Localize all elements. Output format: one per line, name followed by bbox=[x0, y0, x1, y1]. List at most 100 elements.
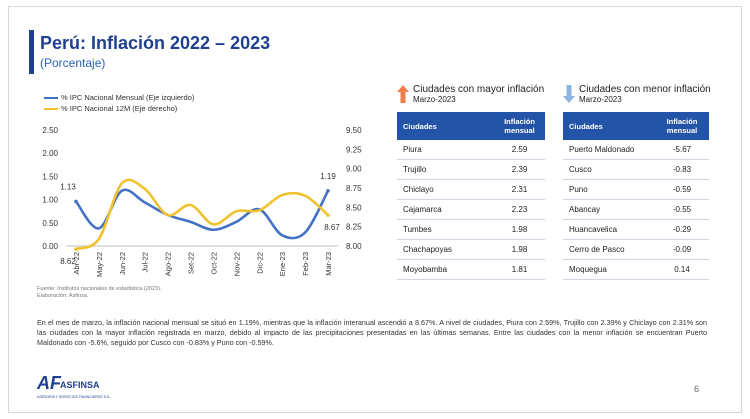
x-tick-label: Set-22 bbox=[187, 252, 196, 274]
table-row: Cusco -0.83 bbox=[563, 159, 709, 180]
left-tick-label: 2.00 bbox=[42, 149, 58, 158]
legend-swatch-monthly bbox=[44, 96, 58, 99]
left-tick-label: 1.00 bbox=[42, 196, 58, 205]
city-cell: Moyobamba bbox=[397, 259, 494, 280]
city-cell: Puno bbox=[563, 179, 655, 200]
x-tick-label: Dic-22 bbox=[255, 252, 264, 274]
table-row: Chiclayo 2.31 bbox=[397, 179, 545, 200]
high-inflation-title: Ciudades con mayor inflación bbox=[413, 84, 545, 95]
city-cell: Piura bbox=[397, 140, 494, 160]
inflation-cell: 2.31 bbox=[494, 179, 545, 200]
table-row: Huancavelica -0.29 bbox=[563, 219, 709, 240]
high-inflation-subtitle: Marzo-2023 bbox=[413, 95, 456, 104]
credit-line: Elaboración: Asfinsa. bbox=[37, 293, 89, 299]
low-inflation-subtitle: Marzo-2023 bbox=[579, 95, 622, 104]
column-header-inflation: Inflación mensual bbox=[655, 112, 709, 140]
low-inflation-title: Ciudades con menor inflación bbox=[579, 84, 711, 95]
inflation-cell: 1.98 bbox=[494, 239, 545, 260]
x-tick-label: Ene-23 bbox=[278, 252, 287, 276]
inflation-chart: 0.00 0.50 1.00 1.50 2.00 2.50 8.00 8.25 8.50 8.75… bbox=[24, 86, 384, 296]
data-label: 8.67 bbox=[324, 223, 340, 232]
legend-label-monthly: % IPC Nacional Mensual (Eje izquierdo) bbox=[61, 93, 195, 102]
inflation-cell: 2.59 bbox=[494, 140, 545, 160]
inflation-cell: -5.67 bbox=[655, 140, 709, 160]
table-row: Piura 2.59 bbox=[397, 140, 545, 160]
city-cell: Tumbes bbox=[397, 219, 494, 240]
table-row: Puerto Maldonado -5.67 bbox=[563, 140, 709, 160]
city-cell: Huancavelica bbox=[563, 219, 655, 240]
right-tick-label: 8.75 bbox=[346, 184, 362, 193]
inflation-cell: 2.39 bbox=[494, 159, 545, 180]
city-cell: Trujillo bbox=[397, 159, 494, 180]
table-row: Puno -0.59 bbox=[563, 179, 709, 200]
table-row: Tumbes 1.98 bbox=[397, 219, 545, 240]
high-inflation-table: Ciudades Inflación mensual Piura 2.59 Truj… bbox=[397, 112, 545, 280]
low-inflation-header: Ciudades con menor inflación Marzo-2023 bbox=[563, 84, 711, 112]
right-tick-label: 8.25 bbox=[346, 223, 362, 232]
series-line-monthly bbox=[74, 188, 330, 240]
inflation-cell: -0.09 bbox=[655, 239, 709, 260]
low-inflation-block: Ciudades con menor inflación Marzo-2023 … bbox=[563, 84, 711, 280]
low-inflation-table: Ciudades Inflación mensual Puerto Maldon… bbox=[563, 112, 709, 280]
page-number: 6 bbox=[694, 384, 700, 394]
inflation-cell: 1.98 bbox=[494, 219, 545, 240]
legend-item-12m: % IPC Nacional 12M (Eje derecho) bbox=[44, 103, 194, 114]
legend-label-12m: % IPC Nacional 12M (Eje derecho) bbox=[61, 104, 178, 113]
city-cell: Puerto Maldonado bbox=[563, 140, 655, 160]
chart-legend: % IPC Nacional Mensual (Eje izquierdo) %… bbox=[44, 92, 194, 114]
left-tick-label: 0.50 bbox=[42, 219, 58, 228]
table-row: Cerro de Pasco -0.09 bbox=[563, 239, 709, 260]
x-tick-label: Mar-23 bbox=[324, 252, 333, 276]
inflation-cell: 0.14 bbox=[655, 259, 709, 280]
city-cell: Moquegua bbox=[563, 259, 655, 280]
inflation-cell: 2.23 bbox=[494, 199, 545, 220]
x-tick-label: Ago-22 bbox=[164, 252, 173, 276]
point-monthly bbox=[74, 199, 78, 204]
right-tick-label: 9.25 bbox=[346, 145, 362, 154]
x-tick-label: Jul-22 bbox=[141, 252, 150, 272]
point-12m bbox=[326, 213, 330, 217]
source-line: Fuente: Institutos nacionales de estadís… bbox=[37, 286, 162, 292]
chart-source: Fuente: Institutos nacionales de estadís… bbox=[37, 286, 161, 300]
data-label: 1.13 bbox=[60, 182, 76, 191]
summary-paragraph: En el mes de marzo, la inflación naciona… bbox=[37, 318, 707, 347]
table-row: Moquegua 0.14 bbox=[563, 259, 709, 280]
high-inflation-block: Ciudades con mayor inflación Marzo-2023 … bbox=[397, 84, 545, 280]
data-label: 8.62 bbox=[60, 257, 76, 266]
city-cell: Cusco bbox=[563, 159, 655, 180]
x-tick-label: Feb-23 bbox=[301, 252, 310, 276]
left-tick-label: 0.00 bbox=[42, 242, 58, 251]
right-tick-label: 9.00 bbox=[346, 165, 362, 174]
city-cell: Chachapoyas bbox=[397, 239, 494, 260]
right-tick-label: 8.00 bbox=[346, 242, 362, 251]
city-cell: Abancay bbox=[563, 199, 655, 220]
right-tick-label: 8.50 bbox=[346, 203, 362, 212]
table-row: Moyobamba 1.81 bbox=[397, 259, 545, 280]
line-chart-svg: 0.00 0.50 1.00 1.50 2.00 2.50 8.00 8.25 8.50 8.75… bbox=[42, 126, 362, 277]
legend-item-monthly: % IPC Nacional Mensual (Eje izquierdo) bbox=[44, 92, 194, 103]
inflation-cell: -0.55 bbox=[655, 199, 709, 220]
inflation-cell: -0.59 bbox=[655, 179, 709, 200]
table-row: Trujillo 2.39 bbox=[397, 159, 545, 180]
inflation-cell: 1.81 bbox=[494, 259, 545, 280]
table-header-row: Ciudades Inflación mensual bbox=[397, 112, 545, 140]
column-header-city: Ciudades bbox=[397, 112, 494, 140]
table-row: Cajamarca 2.23 bbox=[397, 199, 545, 220]
company-logo: AF ASFINSA ASESORÍA Y SERVICIOS FINANCIE… bbox=[37, 373, 110, 399]
high-inflation-header: Ciudades con mayor inflación Marzo-2023 bbox=[397, 84, 545, 112]
table-header-row: Ciudades Inflación mensual bbox=[563, 112, 709, 140]
inflation-cell: -0.29 bbox=[655, 219, 709, 240]
point-12m bbox=[74, 247, 78, 251]
point-monthly bbox=[326, 188, 330, 193]
x-tick-label: May-22 bbox=[95, 252, 104, 277]
right-tick-label: 9.50 bbox=[346, 126, 362, 135]
arrow-down-icon bbox=[563, 85, 575, 103]
city-cell: Chiclayo bbox=[397, 179, 494, 200]
arrow-up-icon bbox=[397, 85, 409, 103]
series-line-12m bbox=[75, 178, 329, 251]
x-tick-label: Abr-22 bbox=[72, 252, 81, 275]
logo-tagline: ASESORÍA Y SERVICIOS FINANCIEROS S.A. bbox=[37, 395, 111, 399]
city-cell: Cerro de Pasco bbox=[563, 239, 655, 260]
inflation-cell: -0.83 bbox=[655, 159, 709, 180]
table-row: Abancay -0.55 bbox=[563, 199, 709, 220]
